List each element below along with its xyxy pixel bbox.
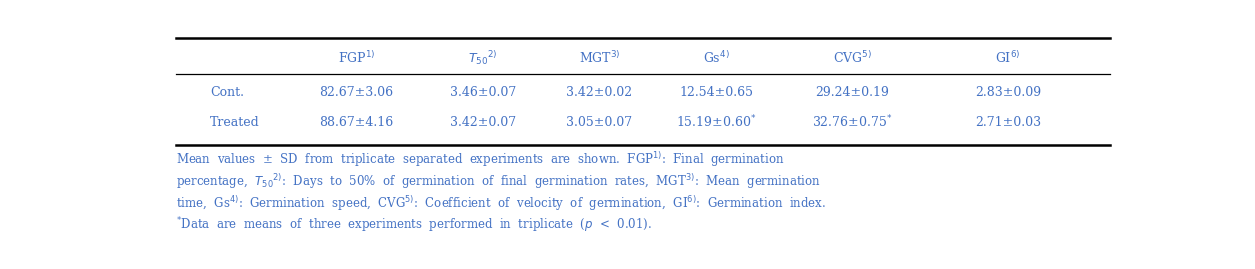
Text: 29.24±0.19: 29.24±0.19 <box>816 86 890 99</box>
Text: 2.71±0.03: 2.71±0.03 <box>975 116 1040 129</box>
Text: FGP$^{1)}$: FGP$^{1)}$ <box>338 50 375 66</box>
Text: 82.67±3.06: 82.67±3.06 <box>319 86 393 99</box>
Text: 2.83±0.09: 2.83±0.09 <box>975 86 1040 99</box>
Text: time,  Gs$^{4)}$:  Germination  speed,  CVG$^{5)}$:  Coefficient  of  velocity  : time, Gs$^{4)}$: Germination speed, CVG$… <box>176 194 827 213</box>
Text: $T_{50}$$^{2)}$: $T_{50}$$^{2)}$ <box>468 49 497 67</box>
Text: CVG$^{5)}$: CVG$^{5)}$ <box>833 50 872 66</box>
Text: 3.42±0.07: 3.42±0.07 <box>449 116 516 129</box>
Text: $^{*}$Data  are  means  of  three  experiments  performed  in  triplicate  ($p$ : $^{*}$Data are means of three experiment… <box>176 215 653 235</box>
Text: 32.76±0.75$^{*}$: 32.76±0.75$^{*}$ <box>812 114 892 131</box>
Text: Cont.: Cont. <box>211 86 245 99</box>
Text: Treated: Treated <box>211 116 260 129</box>
Text: Gs$^{4)}$: Gs$^{4)}$ <box>703 50 729 66</box>
Text: 3.05±0.07: 3.05±0.07 <box>566 116 633 129</box>
Text: percentage,  $T_{50}$$^{2)}$:  Days  to  50%  of  germination  of  final  germin: percentage, $T_{50}$$^{2)}$: Days to 50%… <box>176 172 821 191</box>
Text: MGT$^{3)}$: MGT$^{3)}$ <box>579 50 620 66</box>
Text: 3.42±0.02: 3.42±0.02 <box>566 86 633 99</box>
Text: GI$^{6)}$: GI$^{6)}$ <box>995 50 1020 66</box>
Text: Mean  values  ±  SD  from  triplicate  separated  experiments  are  shown.  FGP$: Mean values ± SD from triplicate separat… <box>176 150 786 169</box>
Text: 88.67±4.16: 88.67±4.16 <box>319 116 393 129</box>
Text: 15.19±0.60$^{*}$: 15.19±0.60$^{*}$ <box>676 114 757 131</box>
Text: 12.54±0.65: 12.54±0.65 <box>679 86 753 99</box>
Text: 3.46±0.07: 3.46±0.07 <box>449 86 516 99</box>
